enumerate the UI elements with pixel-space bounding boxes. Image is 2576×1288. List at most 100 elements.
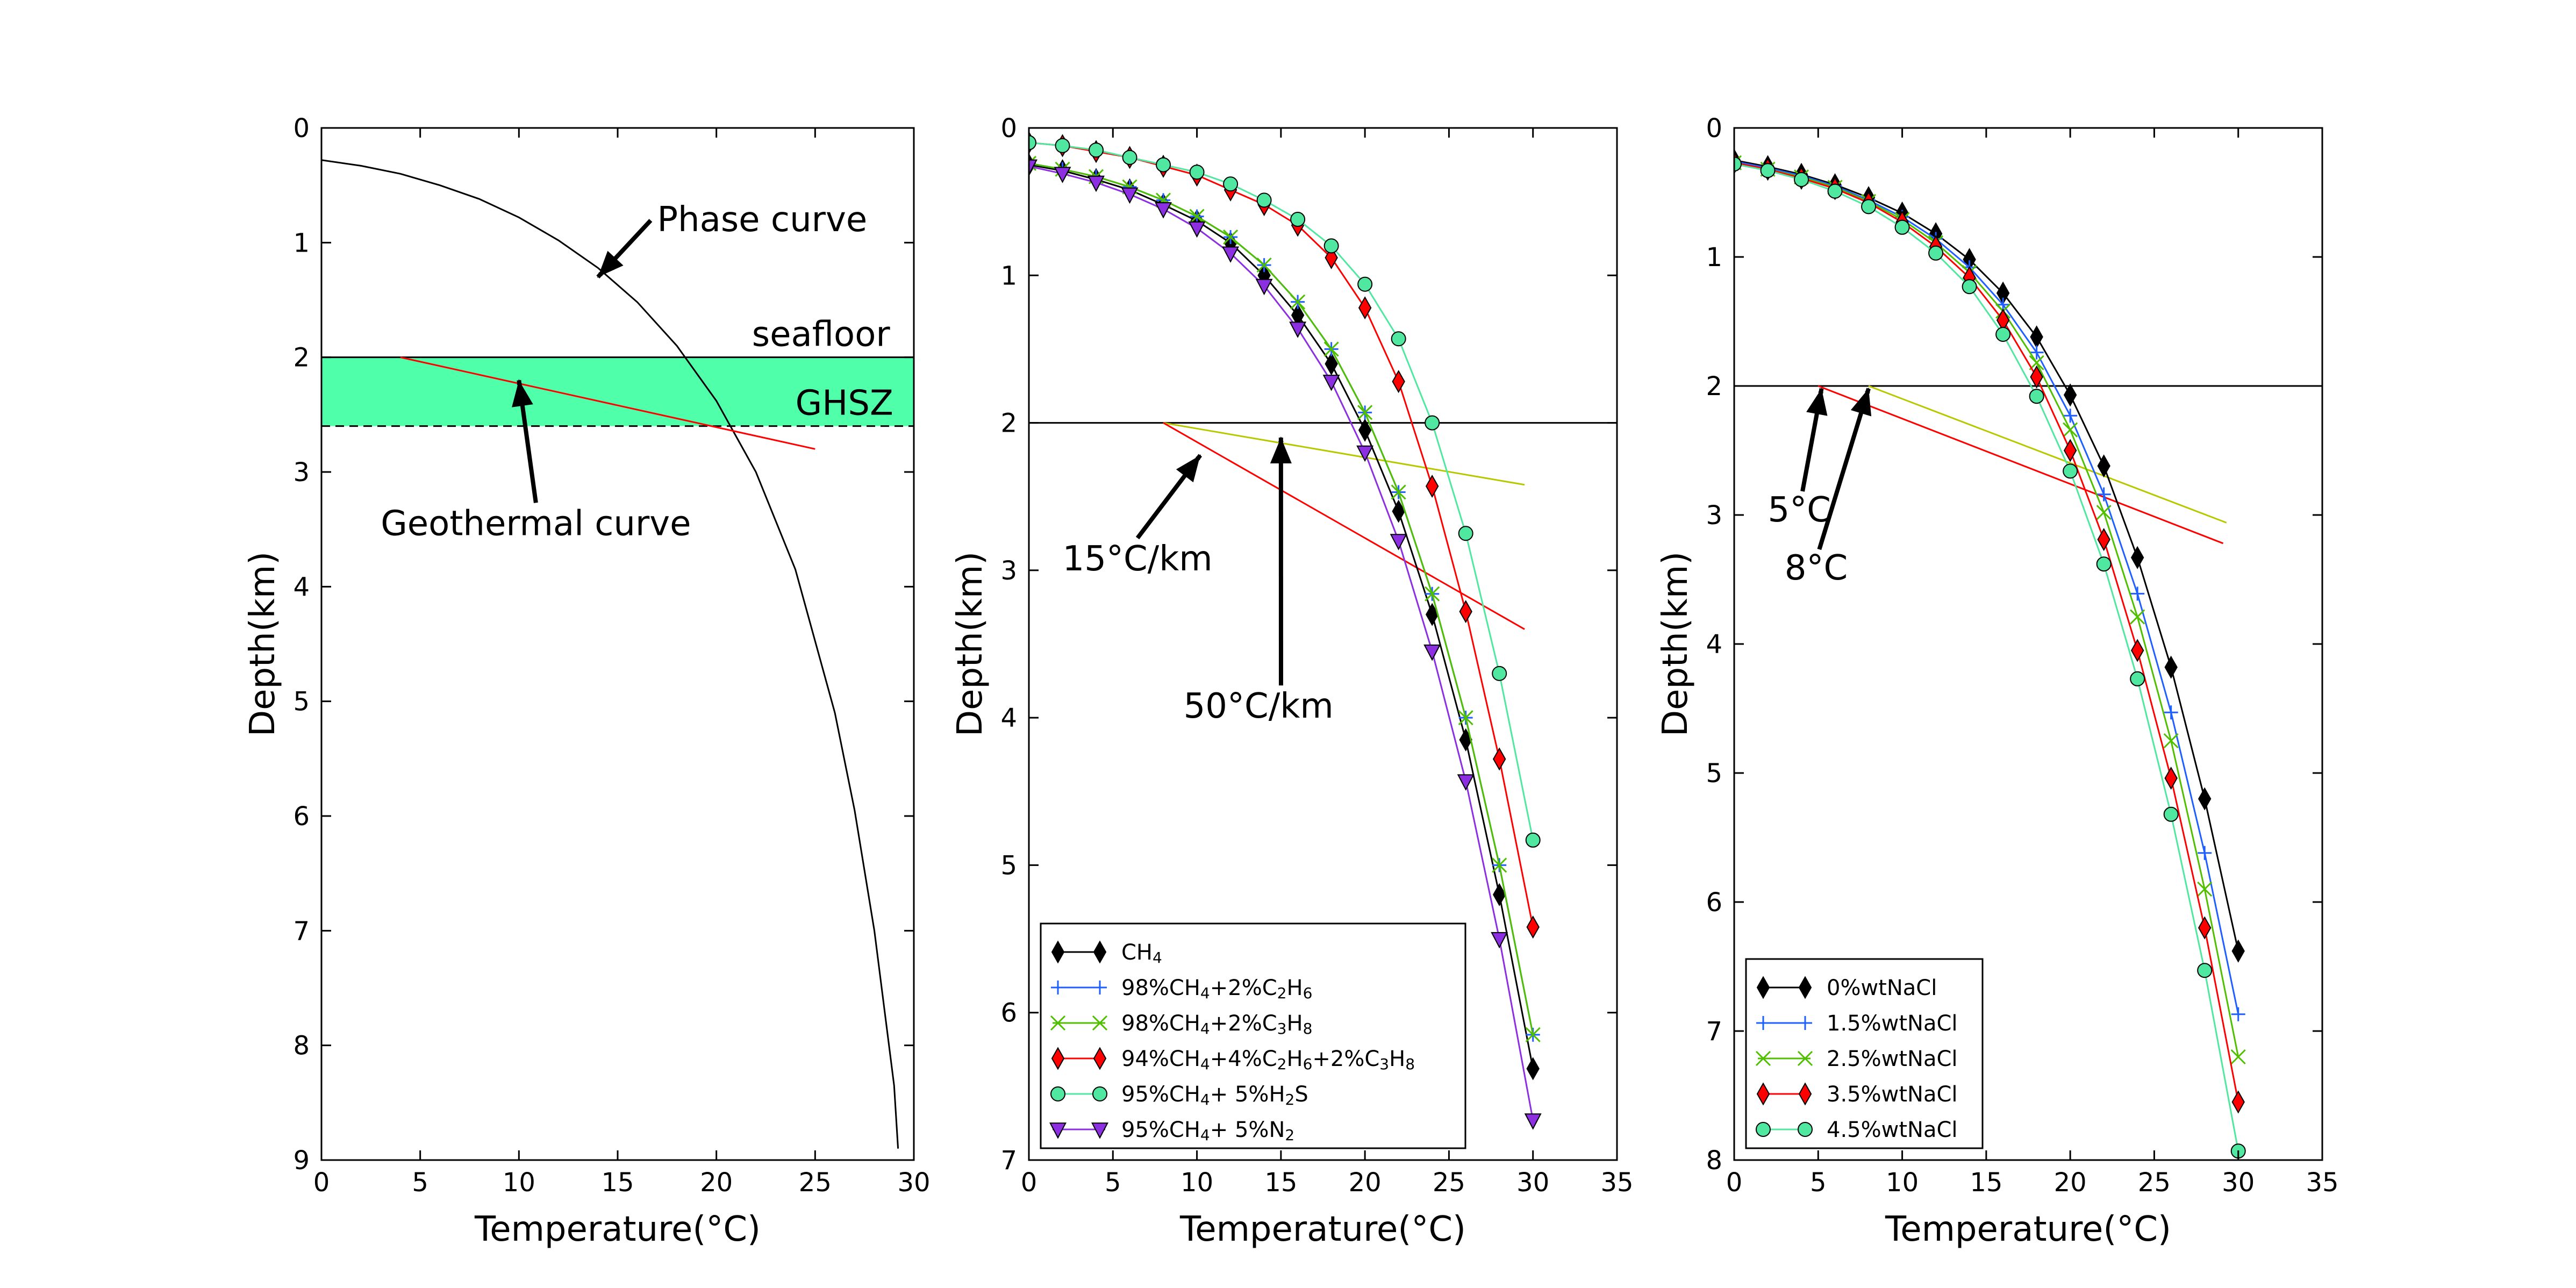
legend-text-segment: 95%CH bbox=[1121, 1082, 1200, 1107]
y-tick-label: 1 bbox=[293, 228, 310, 258]
y-tick-label: 1 bbox=[1706, 242, 1722, 273]
legend-subscript: 3 bbox=[1379, 1055, 1389, 1073]
series-line bbox=[1734, 163, 2239, 1151]
series-point bbox=[1392, 370, 1405, 393]
y-tick-label: 5 bbox=[293, 687, 310, 717]
series-line bbox=[1029, 164, 1534, 1069]
series-point bbox=[2063, 439, 2077, 462]
legend-swatch-marker bbox=[1756, 1016, 1770, 1030]
y-tick-label: 4 bbox=[293, 572, 310, 602]
y-tick-label: 6 bbox=[293, 802, 310, 832]
series-point bbox=[1493, 747, 1506, 771]
series-point bbox=[2198, 916, 2212, 940]
series-point bbox=[1894, 219, 1910, 235]
series-point bbox=[2029, 389, 2044, 404]
panel-phase-curve: 0 5 10 15 20 25 30 0 1 2 3 4 5 6 7 8 9 Temperature(°C) Dep… bbox=[243, 113, 931, 1249]
y-tick-label: 1 bbox=[1000, 261, 1017, 291]
legend-swatch-marker bbox=[1755, 1050, 1771, 1067]
legend-text-segment: H bbox=[1389, 1047, 1405, 1071]
y-tick-label: 0 bbox=[1000, 113, 1017, 144]
series-point bbox=[2130, 586, 2145, 601]
x-tick-label: 20 bbox=[700, 1168, 733, 1198]
legend-swatch-marker bbox=[1756, 1122, 1771, 1137]
series-line bbox=[1734, 162, 2239, 1057]
series-point bbox=[2231, 1090, 2245, 1114]
series-point bbox=[1055, 138, 1070, 153]
y-tick-label: 2 bbox=[1706, 371, 1722, 402]
annotation-arrowhead bbox=[1806, 388, 1828, 416]
series-point bbox=[2096, 487, 2111, 502]
series-point bbox=[1089, 142, 1104, 158]
series-point bbox=[1827, 183, 1843, 199]
y-axis-title: Depth(km) bbox=[243, 552, 283, 736]
legend-subscript: 6 bbox=[1303, 984, 1313, 1002]
series-line bbox=[1029, 165, 1534, 1121]
series-point bbox=[2198, 846, 2212, 860]
legend-swatch-marker bbox=[1050, 1015, 1066, 1031]
series-point bbox=[1357, 276, 1373, 292]
annotation-label: 8°C bbox=[1785, 548, 1848, 588]
series-point bbox=[1325, 352, 1338, 376]
series-point bbox=[1491, 932, 1508, 949]
legend-text-segment: 94%CH bbox=[1121, 1047, 1200, 1071]
x-tick-label: 10 bbox=[1180, 1168, 1213, 1198]
plot-area bbox=[1734, 148, 2322, 1159]
y-tick-label: 3 bbox=[1706, 500, 1722, 531]
x-tick-label: 5 bbox=[412, 1168, 428, 1198]
series-point bbox=[1255, 278, 1273, 296]
series-point bbox=[2130, 609, 2145, 625]
y-tick-label: 2 bbox=[1000, 409, 1017, 439]
legend-swatch-marker bbox=[1093, 1047, 1107, 1070]
x-tick-label: 25 bbox=[1433, 1168, 1465, 1198]
series-point bbox=[1423, 645, 1441, 661]
legend-entry: 98%CH4+2%C3H8 bbox=[1121, 1011, 1312, 1037]
x-axis-title: Temperature(°C) bbox=[1885, 1210, 2171, 1249]
series-point bbox=[2164, 655, 2178, 679]
series-line bbox=[1029, 162, 1534, 1035]
legend-text-segment: 98%CH bbox=[1121, 1011, 1200, 1036]
legend-box bbox=[1040, 922, 1466, 1149]
series-point bbox=[1861, 199, 1877, 214]
legend-subscript: 4 bbox=[1200, 984, 1210, 1002]
series-point bbox=[1425, 586, 1440, 602]
y-tick-label: 3 bbox=[293, 457, 310, 488]
legend-entry: 95%CH4+ 5%H2S bbox=[1121, 1082, 1308, 1108]
series-point bbox=[1323, 238, 1339, 254]
legend-text-segment: +4%C bbox=[1210, 1047, 1277, 1071]
series-point bbox=[1289, 321, 1307, 338]
annotation-label: 5°C bbox=[1768, 490, 1831, 530]
x-tick-label: 25 bbox=[799, 1168, 832, 1198]
series-point bbox=[1029, 135, 1036, 151]
legend-text-segment: 95%CH bbox=[1121, 1118, 1200, 1142]
annotation-label: seafloor bbox=[752, 314, 891, 354]
panel-salinity: 0 5 10 15 20 25 30 35 0 1 2 3 4 5 6 7 8 Temperature(°C) De… bbox=[1656, 113, 2339, 1249]
series-point bbox=[1189, 209, 1205, 224]
series-point bbox=[1029, 159, 1037, 176]
legend-text-segment: + 5%H bbox=[1210, 1082, 1285, 1107]
y-tick-label: 8 bbox=[1706, 1146, 1722, 1176]
annotation-arrowhead bbox=[1850, 388, 1872, 417]
legend-entry: 2.5%wtNaCl bbox=[1827, 1047, 1958, 1071]
series-point bbox=[1526, 1057, 1540, 1081]
legend-text-segment: H bbox=[1286, 976, 1303, 1000]
series-point bbox=[1794, 172, 1809, 187]
annotation-label: Phase curve bbox=[657, 200, 867, 240]
legend-subscript: 8 bbox=[1303, 1020, 1313, 1037]
y-tick-label: 2 bbox=[293, 343, 310, 373]
series-point bbox=[1357, 405, 1373, 420]
legend-swatch-marker bbox=[1756, 1082, 1770, 1106]
series-point bbox=[2096, 556, 2112, 572]
legend-text-segment: CH bbox=[1121, 940, 1153, 965]
series-point bbox=[2164, 705, 2178, 720]
series-point bbox=[1322, 375, 1340, 391]
series-point bbox=[2230, 1049, 2246, 1065]
series-point bbox=[1526, 915, 1540, 939]
legend-entry: 94%CH4+4%C2H6+2%C3H8 bbox=[1121, 1047, 1415, 1073]
x-tick-label: 15 bbox=[1264, 1168, 1297, 1198]
x-tick-label: 5 bbox=[1105, 1168, 1121, 1198]
legend-swatch-marker bbox=[1093, 981, 1107, 994]
series-point bbox=[2029, 345, 2044, 360]
series-point bbox=[1356, 445, 1374, 462]
legend-swatch-marker bbox=[1797, 1050, 1813, 1067]
series-point bbox=[1492, 666, 1507, 681]
